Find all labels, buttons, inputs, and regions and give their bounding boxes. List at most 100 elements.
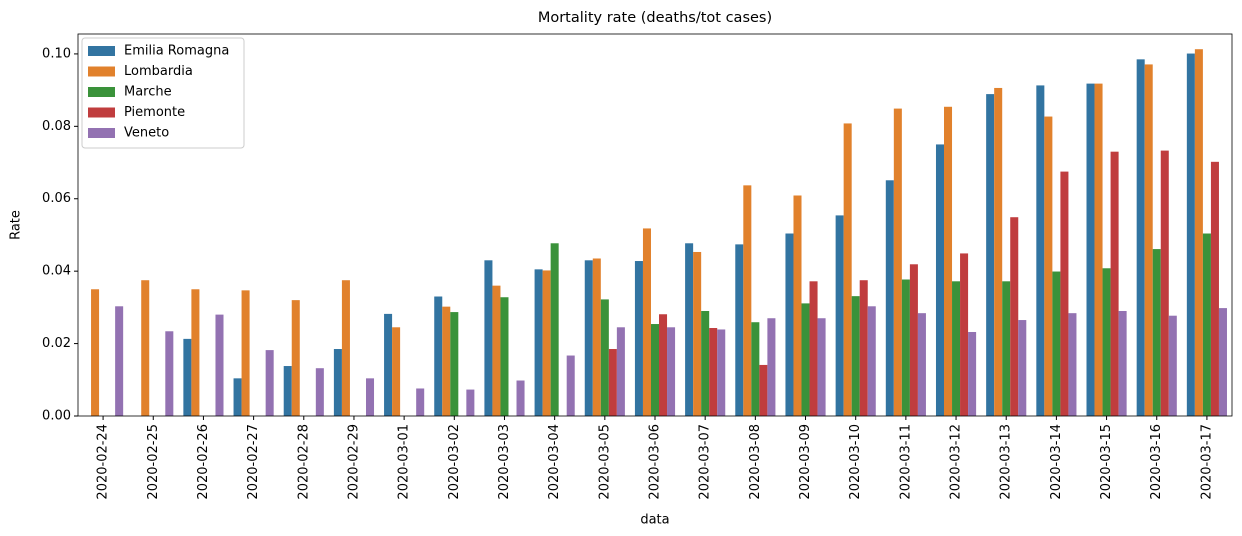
bar — [1094, 83, 1103, 417]
bar — [315, 368, 324, 416]
bar — [667, 327, 676, 416]
bar — [1052, 271, 1061, 416]
bar — [751, 322, 760, 416]
bar — [968, 331, 977, 416]
y-tick-label: 0.02 — [42, 336, 71, 351]
bar — [1168, 315, 1177, 416]
bar — [450, 312, 459, 416]
x-tick-label: 2020-03-10 — [848, 424, 863, 500]
bar — [659, 314, 668, 416]
bar — [1144, 64, 1153, 417]
x-tick-label: 2020-02-26 — [196, 424, 211, 500]
y-tick-label: 0.00 — [42, 409, 71, 424]
bar — [909, 264, 918, 416]
bar — [416, 388, 425, 416]
x-tick-label: 2020-02-28 — [296, 424, 311, 500]
bar — [701, 310, 710, 416]
bar — [717, 329, 726, 416]
x-tick-label: 2020-03-13 — [999, 424, 1014, 500]
bar — [693, 251, 702, 416]
bar — [1160, 150, 1169, 416]
bar — [986, 94, 995, 416]
bar — [634, 261, 643, 416]
bar — [1110, 151, 1119, 416]
bar — [1068, 313, 1077, 416]
chart-title: Mortality rate (deaths/tot cases) — [538, 10, 772, 26]
bar — [442, 306, 451, 416]
bar — [466, 389, 475, 416]
bar — [215, 314, 224, 416]
bar — [265, 350, 274, 416]
x-tick-label: 2020-02-25 — [146, 424, 161, 500]
bar — [917, 313, 926, 416]
bar — [550, 243, 559, 416]
x-tick-label: 2020-03-04 — [547, 424, 562, 500]
bar — [944, 106, 953, 416]
bar — [835, 215, 844, 416]
x-tick-label: 2020-02-29 — [346, 424, 361, 500]
bar — [885, 180, 894, 416]
legend-swatch — [88, 66, 115, 77]
x-tick-label: 2020-03-02 — [447, 424, 462, 500]
legend-label: Piemonte — [124, 105, 185, 120]
bar — [534, 269, 543, 416]
bar — [600, 299, 609, 416]
x-tick-label: 2020-03-05 — [597, 424, 612, 500]
legend-swatch — [88, 128, 115, 138]
bar — [365, 378, 375, 416]
bar — [1002, 281, 1011, 416]
y-tick-label: 0.04 — [42, 264, 71, 279]
legend-label: Marche — [124, 85, 172, 100]
plot-frame — [77, 33, 1233, 417]
x-tick-label: 2020-03-06 — [648, 424, 663, 500]
bar — [91, 289, 100, 416]
bar — [566, 355, 575, 416]
bar — [384, 313, 393, 416]
x-tick-label: 2020-03-03 — [497, 424, 512, 500]
x-tick-label: 2020-03-17 — [1199, 424, 1214, 500]
legend-swatch — [88, 107, 115, 118]
x-tick-label: 2020-03-12 — [949, 424, 964, 500]
bar — [1218, 308, 1227, 416]
x-tick-label: 2020-03-08 — [748, 424, 763, 500]
x-tick-label: 2020-02-24 — [96, 424, 111, 500]
bar — [685, 243, 694, 416]
bar — [141, 280, 150, 416]
x-tick-label: 2020-03-16 — [1149, 424, 1164, 500]
bar — [851, 296, 860, 416]
legend-label: Veneto — [124, 126, 169, 141]
bar — [743, 185, 752, 416]
x-tick-label: 2020-03-07 — [698, 424, 713, 500]
bar — [1060, 171, 1069, 416]
bar — [843, 123, 852, 417]
x-axis-label: data — [640, 513, 669, 528]
bar — [994, 87, 1003, 416]
bar — [785, 233, 794, 416]
bar — [484, 260, 493, 416]
bar — [809, 281, 818, 416]
bar — [1036, 85, 1045, 417]
bar — [608, 349, 617, 416]
y-axis-label: Rate — [9, 210, 24, 240]
bar — [1210, 161, 1219, 416]
bar — [735, 244, 744, 416]
legend-swatch — [88, 87, 115, 97]
bar — [165, 331, 174, 416]
legend-box — [81, 37, 245, 149]
bar — [901, 279, 910, 416]
x-tick-label: 2020-03-01 — [397, 424, 412, 500]
x-tick-label: 2020-03-09 — [798, 424, 813, 500]
legend-label: Emilia Romagna — [124, 44, 229, 59]
y-tick-label: 0.10 — [42, 46, 71, 61]
bar — [1136, 59, 1145, 416]
bar — [500, 297, 509, 416]
x-tick-label: 2020-03-11 — [898, 424, 913, 500]
legend-label: Lombardia — [124, 64, 193, 79]
bar — [516, 380, 525, 416]
bar — [1194, 49, 1203, 417]
bar — [584, 260, 593, 416]
bar — [801, 303, 810, 416]
bar — [642, 228, 651, 416]
bar — [492, 285, 501, 416]
